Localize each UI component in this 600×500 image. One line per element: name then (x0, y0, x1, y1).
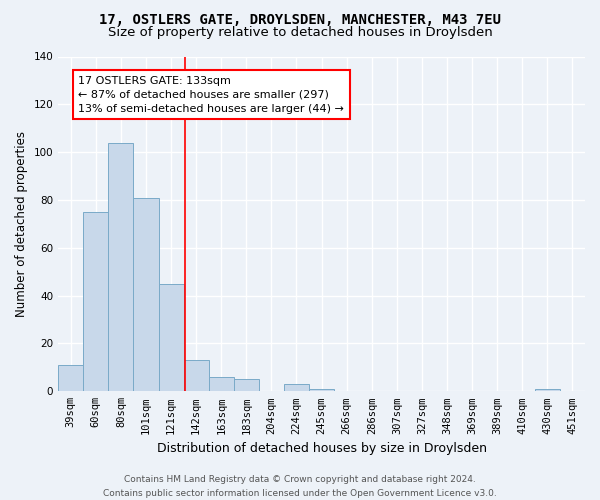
Bar (535, 389, 560, 392)
Text: 17, OSTLERS GATE, DROYLSDEN, MANCHESTER, M43 7EU: 17, OSTLERS GATE, DROYLSDEN, MANCHESTER,… (99, 12, 501, 26)
X-axis label: Distribution of detached houses by size in Droylsden: Distribution of detached houses by size … (157, 442, 487, 455)
Bar (158, 284, 184, 392)
Text: Contains HM Land Registry data © Crown copyright and database right 2024.
Contai: Contains HM Land Registry data © Crown c… (103, 476, 497, 498)
Bar (184, 360, 209, 392)
Bar (109, 142, 133, 392)
Bar (284, 384, 309, 392)
Y-axis label: Number of detached properties: Number of detached properties (15, 131, 28, 317)
Text: 17 OSTLERS GATE: 133sqm
← 87% of detached houses are smaller (297)
13% of semi-d: 17 OSTLERS GATE: 133sqm ← 87% of detache… (78, 76, 344, 114)
Bar (209, 377, 234, 392)
Bar (133, 198, 158, 392)
Bar (309, 389, 334, 392)
Bar (58, 365, 83, 392)
Text: Size of property relative to detached houses in Droylsden: Size of property relative to detached ho… (107, 26, 493, 39)
Bar (83, 212, 109, 392)
Bar (234, 380, 259, 392)
